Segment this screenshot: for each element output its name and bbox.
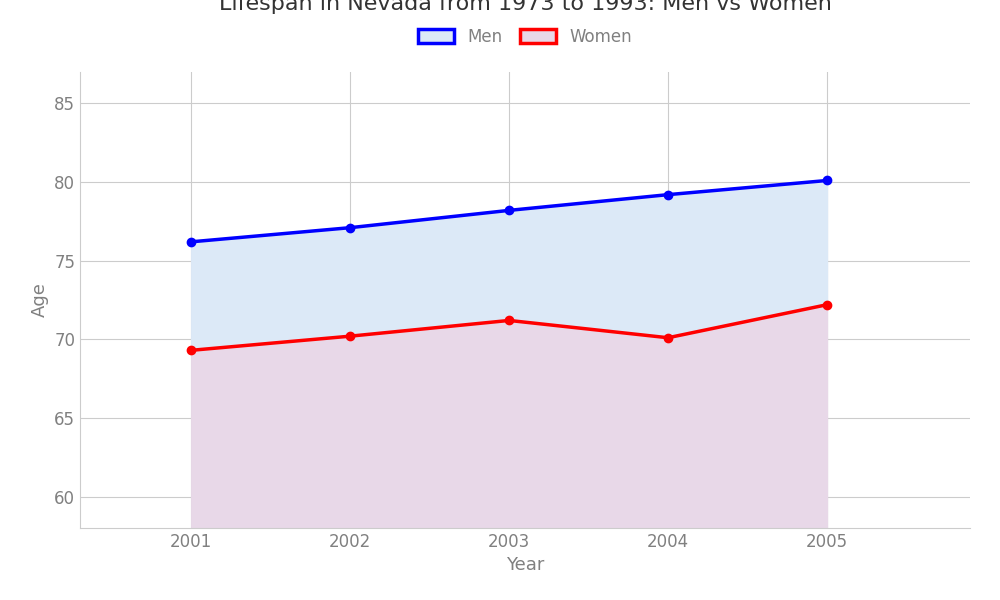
Title: Lifespan in Nevada from 1973 to 1993: Men vs Women: Lifespan in Nevada from 1973 to 1993: Me… [219, 0, 831, 13]
Y-axis label: Age: Age [31, 283, 49, 317]
X-axis label: Year: Year [506, 556, 544, 574]
Legend: Men, Women: Men, Women [411, 21, 639, 52]
